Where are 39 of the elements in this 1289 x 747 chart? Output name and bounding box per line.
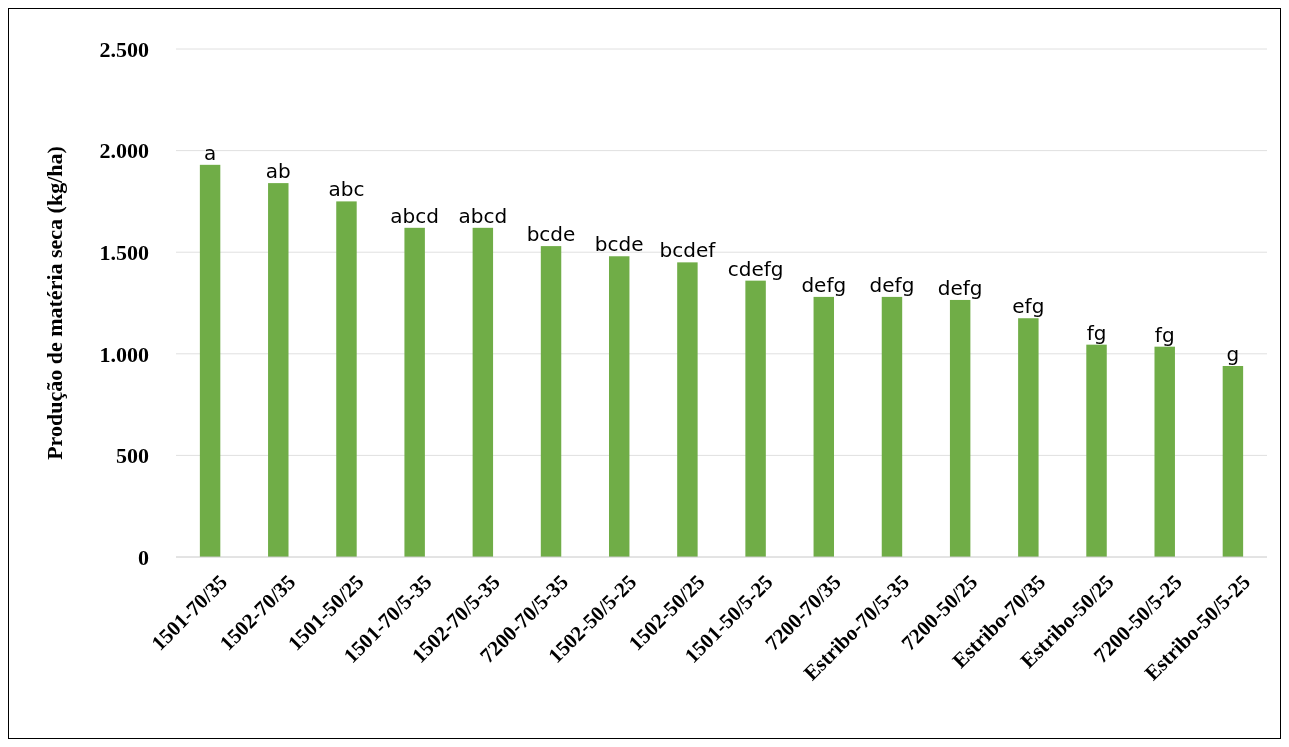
y-axis-title: Produção de matéria seca (kg/ha) xyxy=(42,146,67,460)
bar xyxy=(1222,365,1244,557)
annotation: bcde xyxy=(526,222,576,247)
bar xyxy=(199,164,221,557)
annotation: abc xyxy=(328,177,365,202)
annotation: ab xyxy=(265,159,291,184)
bar xyxy=(949,299,971,557)
annotation: fg xyxy=(1154,322,1175,347)
bar xyxy=(268,183,289,557)
bar xyxy=(608,256,630,557)
annotation: g xyxy=(1226,341,1240,366)
bar xyxy=(881,296,903,557)
y-tick-label: 1.000 xyxy=(99,341,149,367)
bar xyxy=(404,227,425,557)
bar xyxy=(1018,318,1039,557)
annotation: defg xyxy=(869,272,915,297)
annotation: defg xyxy=(937,275,983,300)
annotation: cdefg xyxy=(727,256,784,281)
annotation: abcd xyxy=(458,203,508,228)
bar xyxy=(1154,346,1175,557)
annotation: bcdef xyxy=(659,238,717,263)
annotation: bcde xyxy=(594,232,644,257)
bar xyxy=(745,280,766,557)
bar xyxy=(540,246,562,557)
y-tick-label: 500 xyxy=(116,443,149,469)
y-tick-label: 2.000 xyxy=(99,138,149,164)
annotation: abcd xyxy=(390,203,439,228)
annotation: fg xyxy=(1086,320,1107,345)
annotation: efg xyxy=(1012,294,1045,319)
y-tick-label: 2.500 xyxy=(99,36,149,62)
bar xyxy=(813,296,835,557)
bar xyxy=(472,227,494,557)
bar xyxy=(677,262,698,557)
bar xyxy=(1086,344,1107,557)
annotation: defg xyxy=(801,272,847,297)
bar xyxy=(336,201,357,557)
annotation: a xyxy=(203,140,217,165)
y-tick-label: 1.500 xyxy=(99,239,149,265)
y-tick-label: 0 xyxy=(138,544,149,570)
